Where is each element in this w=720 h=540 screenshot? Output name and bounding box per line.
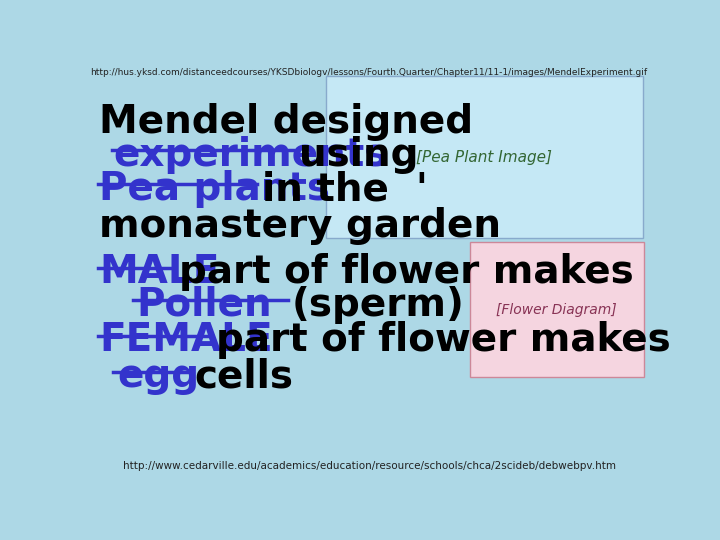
Text: MALE: MALE: [99, 253, 220, 292]
Bar: [326, 76, 642, 238]
Text: part of flower makes: part of flower makes: [216, 321, 671, 359]
Text: (sperm): (sperm): [292, 286, 464, 324]
Text: monastery garden: monastery garden: [99, 207, 501, 245]
Text: part of flower makes: part of flower makes: [179, 253, 634, 292]
Text: Pollen: Pollen: [137, 286, 272, 324]
Text: [Flower Diagram]: [Flower Diagram]: [496, 302, 617, 316]
Text: using: using: [300, 136, 419, 174]
Text: http://hus.yksd.com/distanceedcourses/YKSDbiologv/lessons/Fourth.Quarter/Chapter: http://hus.yksd.com/distanceedcourses/YK…: [91, 68, 647, 77]
Text: in the  ': in the ': [262, 170, 428, 208]
Text: [Pea Plant Image]: [Pea Plant Image]: [416, 150, 552, 165]
Text: experiments: experiments: [113, 136, 387, 174]
Text: Mendel designed: Mendel designed: [99, 103, 474, 141]
Text: cells: cells: [194, 357, 294, 395]
Text: egg: egg: [117, 357, 199, 395]
Text: FEMALE: FEMALE: [99, 321, 273, 359]
Text: Pea plants: Pea plants: [99, 170, 330, 208]
Text: http://www.cedarville.edu/academics/education/resource/schools/chca/2scideb/debw: http://www.cedarville.edu/academics/educ…: [122, 461, 616, 471]
Bar: [469, 242, 644, 377]
